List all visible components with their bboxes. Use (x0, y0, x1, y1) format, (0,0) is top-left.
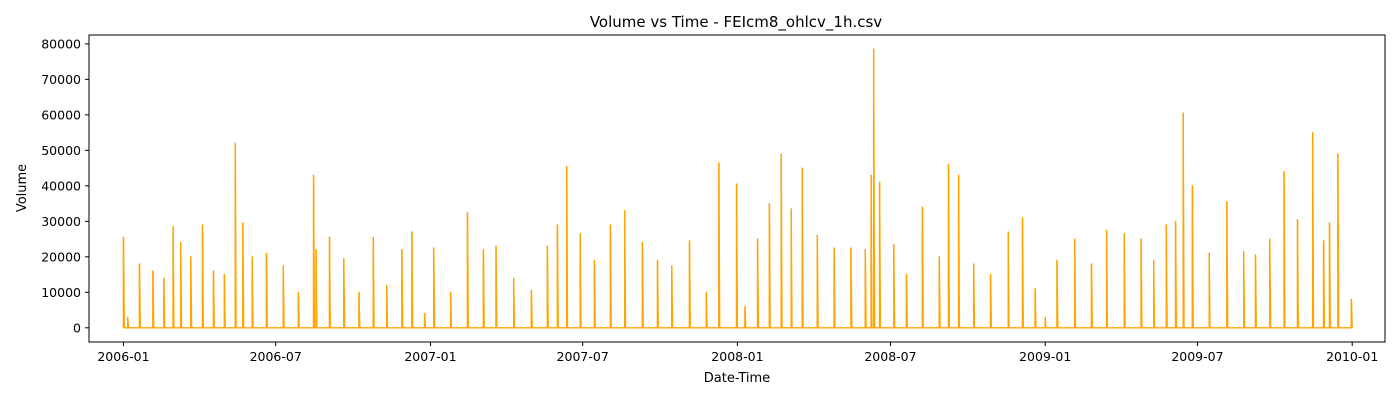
x-tick-label: 2009-01 (1019, 349, 1071, 364)
x-axis: 2006-01 2006-07 2007-01 2007-07 2008-01 2008-… (97, 342, 1378, 364)
chart-title: Volume vs Time - FEIcm8_ohlcv_1h.csv (590, 13, 882, 32)
series-group (122, 48, 1353, 329)
x-tick-label: 2007-01 (404, 349, 456, 364)
x-tick-label: 2006-07 (250, 349, 302, 364)
y-tick-label: 80000 (41, 36, 81, 51)
y-axis-label: Volume (15, 164, 30, 212)
y-tick-label: 20000 (41, 249, 81, 264)
x-tick-label: 2010-01 (1326, 349, 1378, 364)
x-tick-label: 2008-01 (711, 349, 763, 364)
y-tick-label: 50000 (41, 143, 81, 158)
y-tick-label: 30000 (41, 214, 81, 229)
y-axis: 0 10000 20000 30000 40000 50000 60000 70000 8000… (41, 36, 89, 335)
x-tick-label: 2006-01 (97, 349, 149, 364)
x-tick-label: 2009-07 (1171, 349, 1223, 364)
y-tick-label: 70000 (41, 72, 81, 87)
y-tick-label: 60000 (41, 107, 81, 122)
y-tick-label: 10000 (41, 285, 81, 300)
x-tick-label: 2007-07 (557, 349, 609, 364)
y-tick-label: 40000 (41, 178, 81, 193)
x-axis-label: Date-Time (704, 371, 770, 386)
series-line-0 (122, 48, 1353, 329)
plot-frame (88, 34, 1386, 343)
y-tick-label: 0 (73, 320, 81, 335)
x-tick-label: 2008-07 (864, 349, 916, 364)
